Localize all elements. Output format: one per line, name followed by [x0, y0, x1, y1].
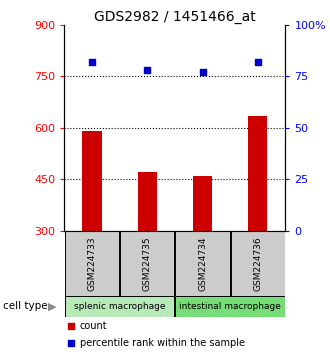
Bar: [193, 176, 212, 230]
Text: GSM224735: GSM224735: [143, 236, 152, 291]
Point: [255, 59, 260, 65]
Bar: [65, 296, 174, 317]
Text: cell type: cell type: [3, 301, 48, 312]
Bar: [231, 230, 285, 296]
Bar: [120, 230, 174, 296]
Text: GSM224734: GSM224734: [198, 236, 207, 291]
Bar: [138, 172, 157, 230]
Text: splenic macrophage: splenic macrophage: [74, 302, 165, 311]
Title: GDS2982 / 1451466_at: GDS2982 / 1451466_at: [94, 10, 256, 24]
Text: intestinal macrophage: intestinal macrophage: [179, 302, 281, 311]
Text: GSM224736: GSM224736: [253, 236, 262, 291]
Text: count: count: [80, 321, 108, 331]
Point: [68, 323, 74, 329]
Bar: [176, 296, 285, 317]
Point: [200, 69, 205, 75]
Point: [89, 59, 95, 65]
Text: percentile rank within the sample: percentile rank within the sample: [80, 338, 245, 348]
Text: GSM224733: GSM224733: [87, 236, 96, 291]
Bar: [82, 131, 102, 230]
Bar: [176, 230, 230, 296]
Point: [145, 67, 150, 73]
Bar: [248, 116, 268, 230]
Text: ▶: ▶: [48, 301, 56, 312]
Point: [68, 341, 74, 346]
Bar: [65, 230, 119, 296]
